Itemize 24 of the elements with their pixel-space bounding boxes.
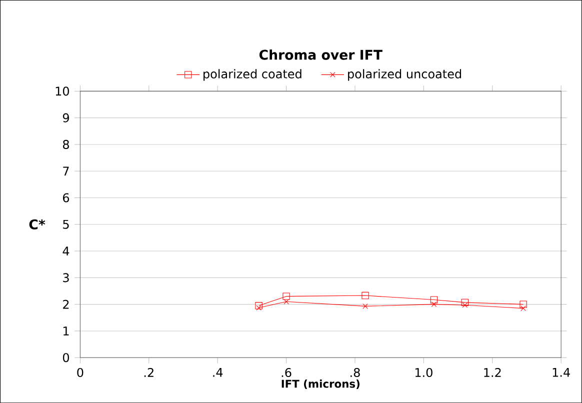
x-tick-label: 1.0 <box>415 368 432 377</box>
y-tick-label: 3 <box>63 273 69 282</box>
legend-label: polarized coated <box>204 69 302 81</box>
y-tick-label: 4 <box>62 246 70 256</box>
x-tick-label: .4 <box>213 368 223 377</box>
y-tick-label: 2 <box>63 300 69 309</box>
x-tick-label: .6 <box>282 368 292 377</box>
x-axis-title: IFT (microns) <box>282 379 360 389</box>
x-tick-label: .8 <box>350 368 360 377</box>
y-tick-label: 1 <box>63 326 69 336</box>
y-tick-label: 10 <box>56 86 70 96</box>
y-tick-label: 7 <box>63 166 69 176</box>
x-tick-label: 0 <box>77 368 84 377</box>
y-tick-label: 9 <box>62 113 69 122</box>
y-tick-label: 0 <box>62 352 70 362</box>
chart-title: Chroma over IFT <box>259 49 382 60</box>
y-axis-title: C* <box>29 219 46 230</box>
x-tick-label: 1.4 <box>552 368 570 377</box>
legend-label: polarized uncoated <box>348 69 462 81</box>
x-tick-label: 1.2 <box>484 368 501 377</box>
y-tick-label: 6 <box>63 193 70 202</box>
y-tick-label: 5 <box>63 220 69 229</box>
x-tick-label: .2 <box>144 368 154 377</box>
y-tick-label: 8 <box>62 140 69 149</box>
